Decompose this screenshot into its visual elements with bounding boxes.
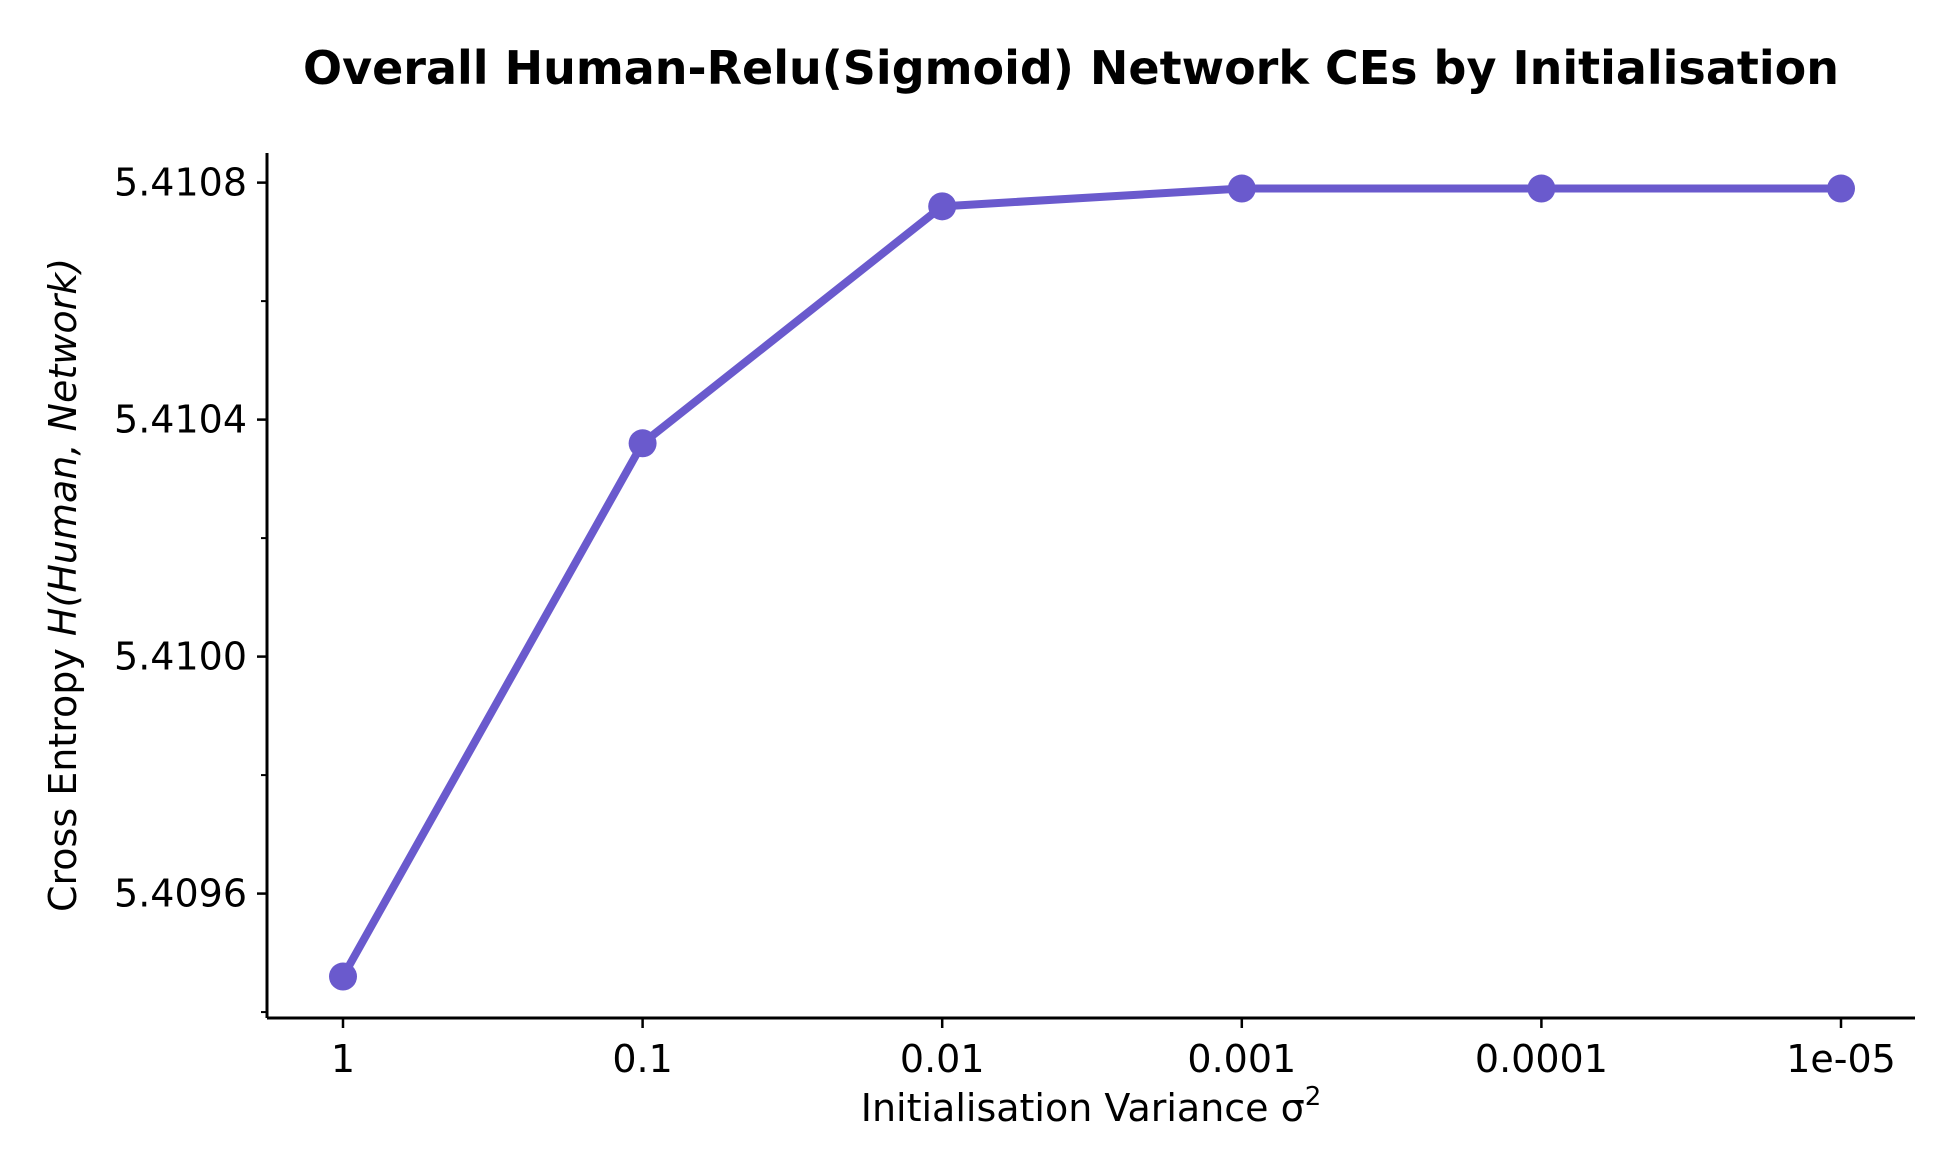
data-point: [1227, 174, 1256, 203]
x-axis-label-superscript: 2: [1305, 1082, 1322, 1112]
x-axis: 1 0.1 0.01 0.001 0.0001 1e-05: [267, 1016, 1915, 1081]
x-tick-label: 0.001: [1187, 1037, 1296, 1081]
data-point: [1827, 174, 1855, 203]
y-axis-label: Cross Entropy H(Human, Network): [41, 258, 85, 912]
y-axis-label-prefix: Cross Entropy: [41, 636, 85, 912]
chart-title: Overall Human-Relu(Sigmoid) Network CEs …: [303, 41, 1839, 95]
y-axis: 5.4096 5.4100 5.4104 5.4108: [114, 153, 269, 1018]
data-point: [628, 429, 657, 458]
x-tick-label: 1: [331, 1037, 355, 1081]
y-tick-label: 5.4100: [114, 635, 247, 679]
data-point: [928, 192, 957, 221]
x-axis-label: Initialisation Variance σ2: [861, 1082, 1322, 1130]
data-point: [329, 962, 357, 991]
y-tick-label: 5.4096: [114, 872, 247, 916]
x-tick-label: 0.1: [612, 1037, 672, 1081]
x-axis-label-text: Initialisation Variance σ: [861, 1086, 1305, 1130]
x-tick-label: 0.0001: [1475, 1037, 1608, 1081]
data-point: [1527, 174, 1556, 203]
series-line-0: [339, 184, 1845, 981]
x-tick-label: 1e-05: [1786, 1037, 1896, 1081]
y-tick-label: 5.4108: [114, 161, 247, 205]
plot-area: [329, 174, 1855, 991]
y-axis-label-math: H(Human, Network): [41, 258, 85, 636]
x-tick-label: 0.01: [900, 1037, 985, 1081]
y-tick-label: 5.4104: [114, 398, 247, 442]
